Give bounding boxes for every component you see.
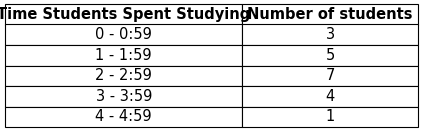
Bar bbox=[5, 86, 242, 107]
Bar bbox=[5, 66, 242, 86]
Bar bbox=[242, 45, 418, 66]
Bar bbox=[242, 24, 418, 45]
Text: 3: 3 bbox=[326, 27, 335, 42]
Bar bbox=[5, 4, 242, 24]
Text: 1 - 1:59: 1 - 1:59 bbox=[96, 48, 152, 63]
Bar bbox=[5, 45, 242, 66]
Text: Time Students Spent Studying: Time Students Spent Studying bbox=[0, 7, 250, 22]
Text: 1: 1 bbox=[326, 109, 335, 124]
Text: 7: 7 bbox=[326, 68, 335, 83]
Bar bbox=[242, 4, 418, 24]
Text: Number of students: Number of students bbox=[247, 7, 413, 22]
Bar bbox=[242, 107, 418, 127]
Text: 2 - 2:59: 2 - 2:59 bbox=[95, 68, 152, 83]
Bar bbox=[5, 107, 242, 127]
Text: 3 - 3:59: 3 - 3:59 bbox=[96, 89, 152, 104]
Text: 5: 5 bbox=[326, 48, 335, 63]
Bar bbox=[242, 86, 418, 107]
Text: 4: 4 bbox=[326, 89, 335, 104]
Bar bbox=[242, 66, 418, 86]
Text: 0 - 0:59: 0 - 0:59 bbox=[95, 27, 152, 42]
Text: 4 - 4:59: 4 - 4:59 bbox=[96, 109, 152, 124]
Bar bbox=[5, 24, 242, 45]
